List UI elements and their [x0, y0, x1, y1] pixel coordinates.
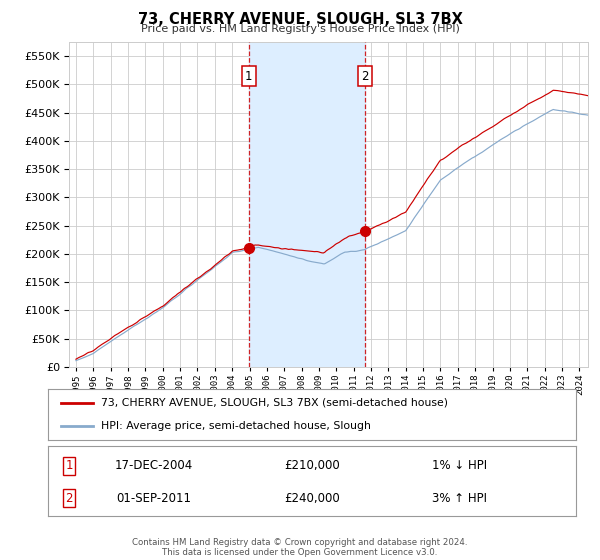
Text: 01-SEP-2011: 01-SEP-2011 — [116, 492, 191, 505]
Text: 1: 1 — [245, 69, 253, 83]
Text: 3% ↑ HPI: 3% ↑ HPI — [433, 492, 487, 505]
Text: 73, CHERRY AVENUE, SLOUGH, SL3 7BX: 73, CHERRY AVENUE, SLOUGH, SL3 7BX — [137, 12, 463, 27]
Text: £240,000: £240,000 — [284, 492, 340, 505]
Text: Contains HM Land Registry data © Crown copyright and database right 2024.: Contains HM Land Registry data © Crown c… — [132, 538, 468, 547]
Text: 1% ↓ HPI: 1% ↓ HPI — [432, 459, 487, 473]
Text: £210,000: £210,000 — [284, 459, 340, 473]
Text: 73, CHERRY AVENUE, SLOUGH, SL3 7BX (semi-detached house): 73, CHERRY AVENUE, SLOUGH, SL3 7BX (semi… — [101, 398, 448, 408]
Text: 2: 2 — [65, 492, 73, 505]
Text: Price paid vs. HM Land Registry's House Price Index (HPI): Price paid vs. HM Land Registry's House … — [140, 24, 460, 34]
Text: This data is licensed under the Open Government Licence v3.0.: This data is licensed under the Open Gov… — [163, 548, 437, 557]
Text: 17-DEC-2004: 17-DEC-2004 — [115, 459, 193, 473]
Bar — [249, 42, 365, 367]
Text: HPI: Average price, semi-detached house, Slough: HPI: Average price, semi-detached house,… — [101, 421, 371, 431]
Text: 2: 2 — [362, 69, 369, 83]
Text: 1: 1 — [65, 459, 73, 473]
